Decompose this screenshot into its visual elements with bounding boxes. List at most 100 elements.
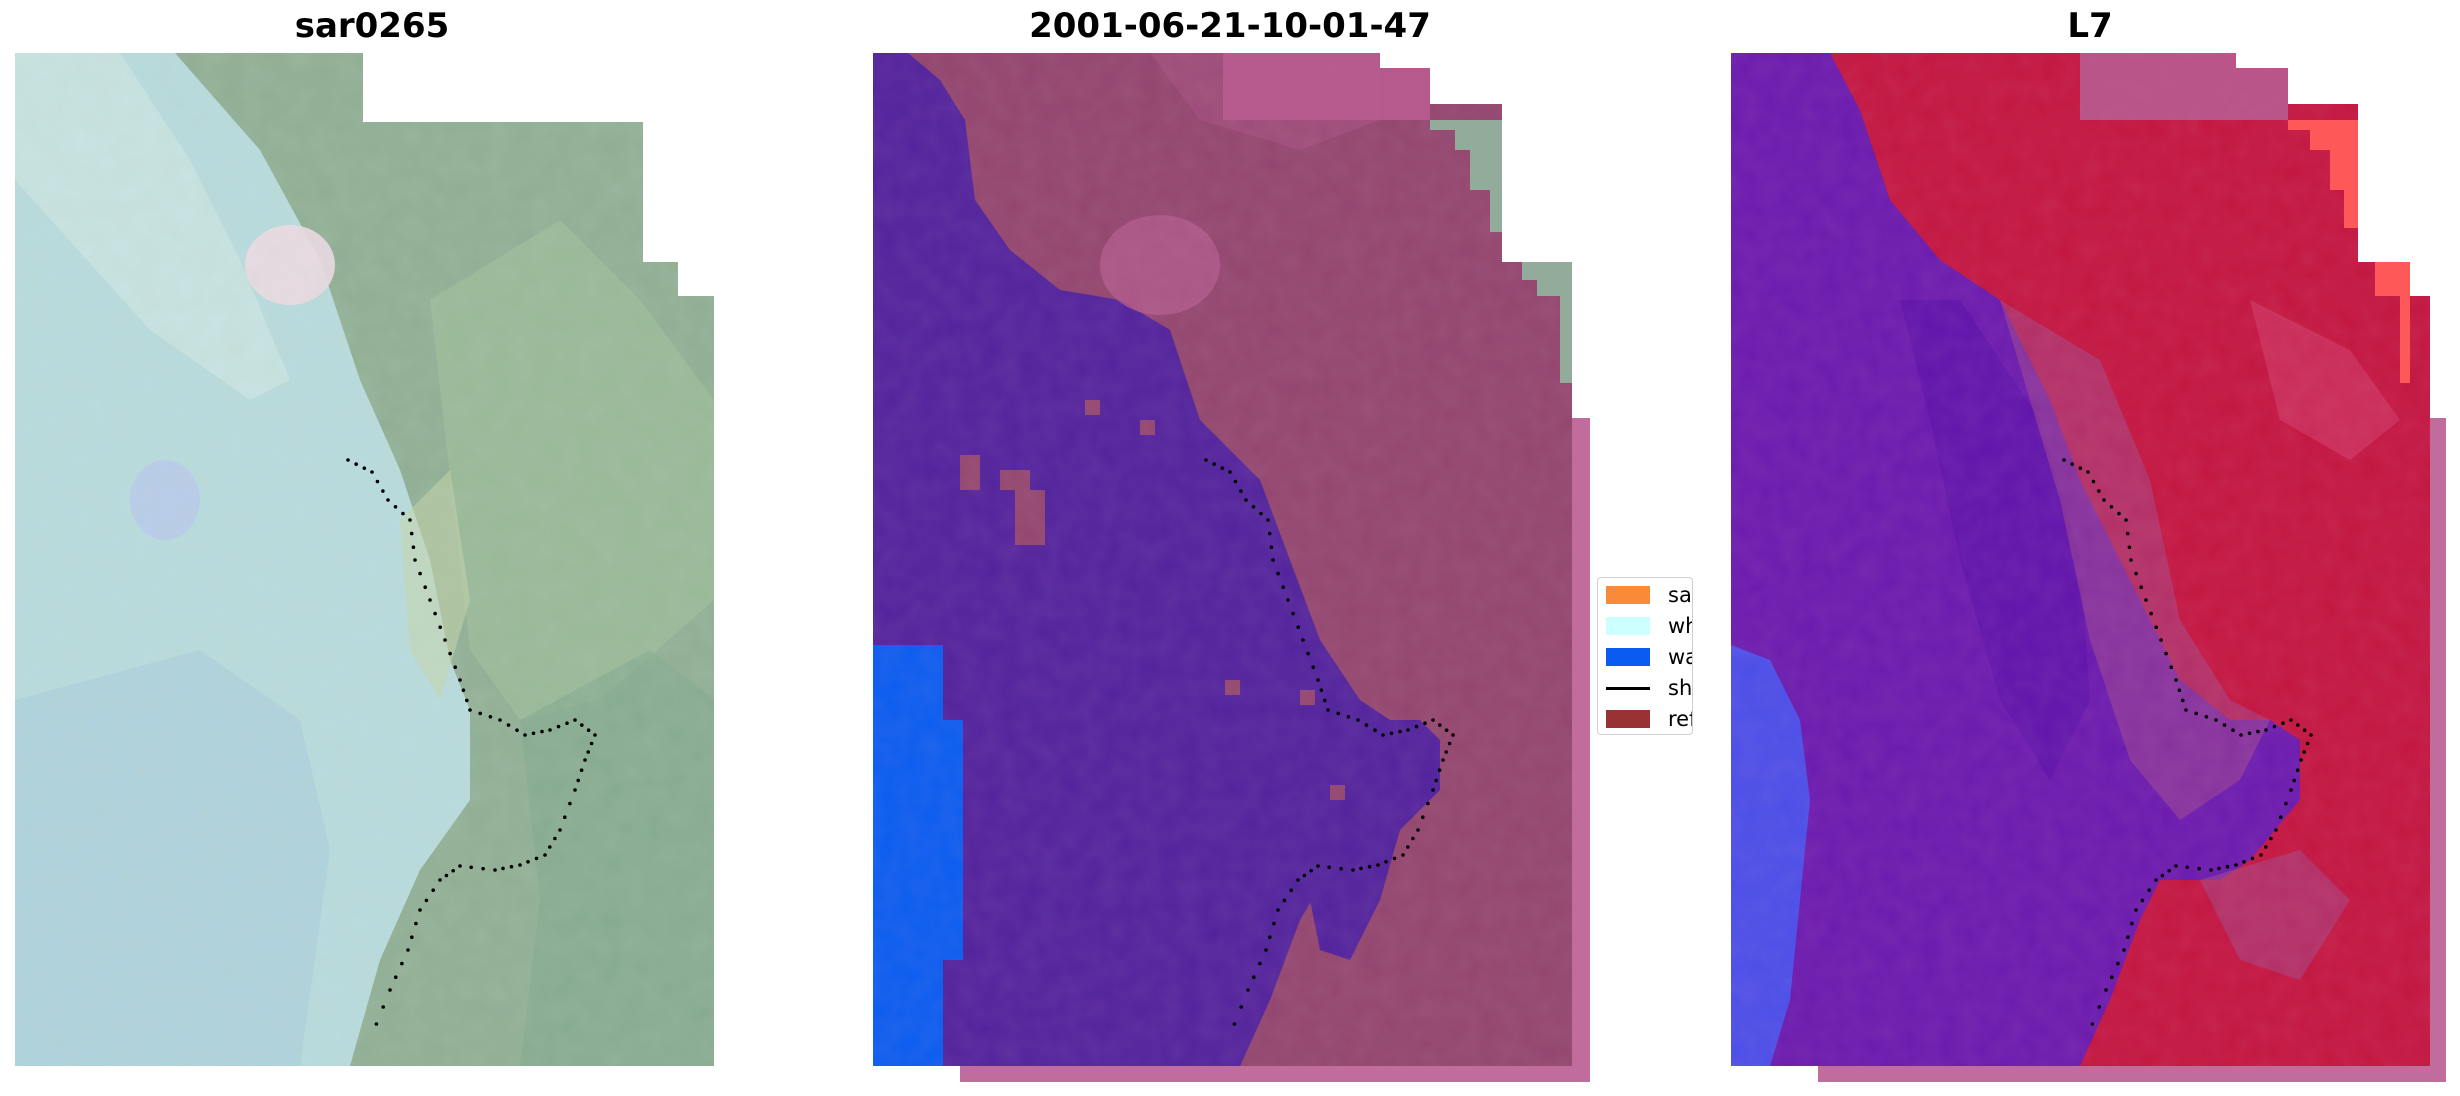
shoreline-dot xyxy=(2122,948,2126,952)
shoreline-dot xyxy=(418,908,422,912)
shoreline-dot xyxy=(523,733,527,737)
shoreline-dot xyxy=(1444,728,1449,732)
shoreline-dot xyxy=(1406,728,1410,732)
shoreline-dot xyxy=(2134,908,2138,912)
shoreline-dot xyxy=(2181,698,2185,703)
shoreline-dot xyxy=(2309,733,2313,737)
shoreline-dot xyxy=(1204,458,1208,462)
shoreline-dot xyxy=(2250,856,2255,861)
shoreline-dot xyxy=(431,888,436,892)
shoreline-dot xyxy=(1316,864,1320,868)
shoreline-dot xyxy=(583,758,587,762)
shoreline-dot xyxy=(498,718,502,722)
shoreline-dot xyxy=(1327,865,1331,870)
shoreline-dot xyxy=(2159,638,2163,642)
legend-label-whitewater: whitew xyxy=(1668,614,1692,638)
shoreline-dot xyxy=(2295,768,2300,772)
shoreline-dot xyxy=(515,728,519,732)
shoreline-dot xyxy=(2154,625,2158,629)
shoreline-dot xyxy=(573,788,577,792)
shoreline-dot xyxy=(2296,723,2300,727)
shoreline-dot xyxy=(1239,489,1243,493)
shoreline-dot xyxy=(573,718,577,722)
shoreline-dot xyxy=(580,723,584,727)
shoreline-dot xyxy=(410,935,414,939)
shoreline-dot xyxy=(438,878,442,882)
shoreline-dot xyxy=(1389,731,1394,736)
shoreline-dot xyxy=(593,733,597,737)
shoreline-dot xyxy=(2140,898,2145,903)
shoreline-dot xyxy=(1311,665,1315,669)
shoreline-dot xyxy=(1271,558,1275,562)
shoreline-dot xyxy=(568,801,572,806)
shoreline-dot xyxy=(1281,585,1285,589)
shoreline-dot xyxy=(1381,733,1385,737)
legend-label-reference: referen xyxy=(1668,707,1692,731)
legend-swatch-water xyxy=(1606,648,1650,666)
shoreline-dot xyxy=(2289,718,2293,722)
shoreline-dot xyxy=(2234,863,2238,867)
shoreline-dot xyxy=(2149,611,2153,616)
shoreline-dot xyxy=(2116,961,2120,966)
shoreline-dot xyxy=(1406,845,1410,849)
shoreline-dot xyxy=(1286,598,1290,602)
shoreline-dot xyxy=(465,698,469,703)
shoreline-dot xyxy=(370,470,374,474)
shoreline-dot xyxy=(478,711,483,716)
legend-swatch-whitewater xyxy=(1606,617,1650,635)
shoreline-dot xyxy=(2130,921,2134,926)
shoreline-dot xyxy=(443,638,447,642)
shoreline-dot xyxy=(1326,708,1330,712)
shoreline-dot xyxy=(2214,718,2218,722)
shoreline-dot xyxy=(1434,778,1438,783)
shoreline-lines xyxy=(346,458,2313,1026)
shoreline-dot xyxy=(1289,888,1293,892)
panel-title-rgb: sar0265 xyxy=(294,6,450,46)
shoreline-dot xyxy=(1267,531,1272,536)
shoreline-dot xyxy=(1282,898,1287,903)
shoreline-dot xyxy=(1431,788,1435,792)
legend-swatch-reference xyxy=(1606,710,1650,728)
shoreline-dot xyxy=(2147,888,2151,892)
shoreline-dot xyxy=(2264,845,2268,849)
shoreline-dot xyxy=(1426,801,1430,806)
shoreline-dot xyxy=(354,462,358,466)
shoreline-dot xyxy=(576,778,580,783)
shoreline-dot xyxy=(1239,1005,1243,1009)
shoreline-dot xyxy=(2292,778,2296,783)
legend-item-reference: referen xyxy=(1606,706,1692,732)
shoreline-dot xyxy=(1232,1022,1237,1026)
shoreline-dot xyxy=(2167,868,2171,873)
shoreline-dot xyxy=(1272,921,1276,926)
shoreline-dot xyxy=(1302,873,1307,878)
shoreline-dot xyxy=(411,545,416,549)
legend-item-shoreline: shorel xyxy=(1606,675,1692,701)
shoreline-dot xyxy=(2177,688,2182,692)
shoreline-dot xyxy=(1228,470,1232,474)
shoreline-dot xyxy=(393,505,398,509)
shoreline-dot xyxy=(2097,1005,2101,1009)
shoreline-dot xyxy=(2239,733,2243,737)
shoreline-dot xyxy=(2284,801,2288,806)
shoreline-dot xyxy=(1259,511,1263,516)
shoreline-dot xyxy=(2070,462,2074,466)
shoreline-dot xyxy=(1306,651,1310,656)
shoreline-dot xyxy=(2247,731,2252,736)
shoreline-dot xyxy=(1359,866,1363,871)
shoreline-dot xyxy=(1276,571,1280,576)
shoreline-dot xyxy=(501,866,505,871)
shoreline-dot xyxy=(2174,678,2178,682)
shoreline-dot xyxy=(428,598,432,602)
shoreline-dot xyxy=(2102,498,2106,502)
shoreline-dot xyxy=(553,836,557,841)
shoreline-dot xyxy=(2078,466,2083,470)
shoreline-rgb xyxy=(346,458,597,1026)
shoreline-dot xyxy=(444,873,449,878)
shoreline-dot xyxy=(563,815,567,819)
shoreline-dot xyxy=(2154,878,2158,882)
shoreline-dot xyxy=(438,625,443,629)
shoreline-dot xyxy=(1246,988,1250,992)
shoreline-dot xyxy=(408,518,412,522)
shoreline-dot xyxy=(374,1022,379,1026)
shoreline-dot xyxy=(1414,724,1419,729)
